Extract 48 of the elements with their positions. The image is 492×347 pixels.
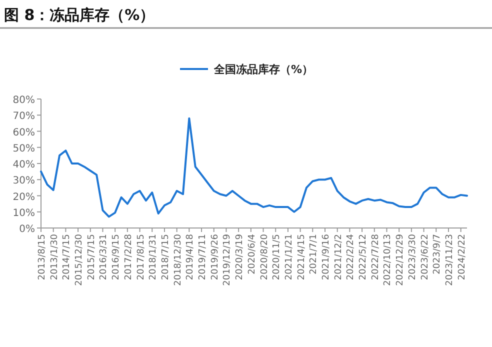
x-tick-label: 2020/3/19 (235, 234, 246, 280)
x-tick-label: 2018/1/31 (148, 234, 159, 280)
x-tick-label: 2018/7/15 (160, 234, 171, 280)
x-tick-label: 2019/12/19 (222, 234, 233, 286)
x-tick-label: 2016/9/15 (112, 234, 122, 280)
x-tick-label: 2024/2/22 (457, 234, 468, 280)
y-tick-label: 10% (12, 208, 35, 219)
x-tick-label: 2021/4/15 (296, 234, 307, 280)
x-tick-label: 2022/5/12 (358, 234, 369, 280)
y-tick-label: 20% (12, 192, 35, 203)
x-tick-label: 2013/1/30 (50, 234, 60, 280)
x-tick-label: 2023/3/30 (408, 234, 418, 280)
legend-label: 全国冻品库存（%） (213, 63, 314, 76)
y-tick-label: 70% (12, 111, 35, 122)
x-tick-label: 2017/8/15 (136, 234, 146, 280)
y-tick-label: 0% (19, 224, 35, 235)
x-tick-label: 2022/10/13 (383, 234, 394, 286)
x-tick-label: 2019/7/11 (198, 234, 208, 280)
x-tick-label: 2017/2/28 (124, 234, 134, 280)
x-tick-label: 2023/9/7 (432, 234, 443, 274)
x-tick-label: 2021/1/21 (284, 234, 294, 280)
chart-title: 图 8：冻品库存（%） (4, 6, 155, 24)
x-tick-label: 2020/11/5 (272, 234, 282, 280)
y-tick-label: 40% (12, 160, 35, 170)
x-tick-label: 2022/12/29 (396, 234, 406, 286)
x-tick-label: 2023/11/23 (444, 234, 455, 286)
y-tick-label: 30% (12, 176, 35, 187)
x-tick-label: 2020/6/4 (247, 234, 258, 274)
y-tick-label: 80% (12, 95, 35, 106)
y-tick-label: 60% (12, 127, 35, 138)
x-tick-label: 2020/8/20 (260, 234, 270, 280)
x-tick-label: 2019/9/26 (210, 234, 220, 280)
x-tick-label: 2013/8/15 (38, 234, 48, 280)
x-tick-label: 2015/7/15 (86, 234, 97, 280)
x-tick-label: 2022/7/28 (370, 234, 381, 280)
x-tick-label: 2021/12/2 (334, 234, 344, 280)
y-tick-label: 50% (12, 143, 35, 154)
x-tick-label: 2018/12/30 (173, 234, 184, 286)
x-tick-label: 2015/12/30 (74, 234, 85, 286)
x-tick-label: 2022/2/24 (346, 234, 356, 280)
x-tick-label: 2023/6/22 (420, 234, 430, 280)
x-tick-label: 2019/4/18 (186, 234, 196, 280)
x-tick-label: 2016/3/31 (99, 234, 110, 280)
x-tick-label: 2014/7/15 (62, 234, 72, 280)
line-series (40, 117, 468, 218)
legend: 全国冻品库存（%） (180, 63, 314, 76)
x-tick-label: 2021/7/1 (309, 234, 320, 274)
x-tick-label: 2021/9/16 (322, 234, 332, 280)
